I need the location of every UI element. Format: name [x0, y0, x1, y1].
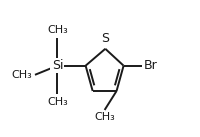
Text: CH₃: CH₃: [47, 97, 68, 107]
Text: Si: Si: [52, 59, 63, 72]
Text: S: S: [101, 32, 109, 45]
Text: CH₃: CH₃: [47, 25, 68, 35]
Text: CH₃: CH₃: [11, 70, 32, 80]
Text: Br: Br: [143, 59, 157, 72]
Text: CH₃: CH₃: [94, 112, 115, 122]
